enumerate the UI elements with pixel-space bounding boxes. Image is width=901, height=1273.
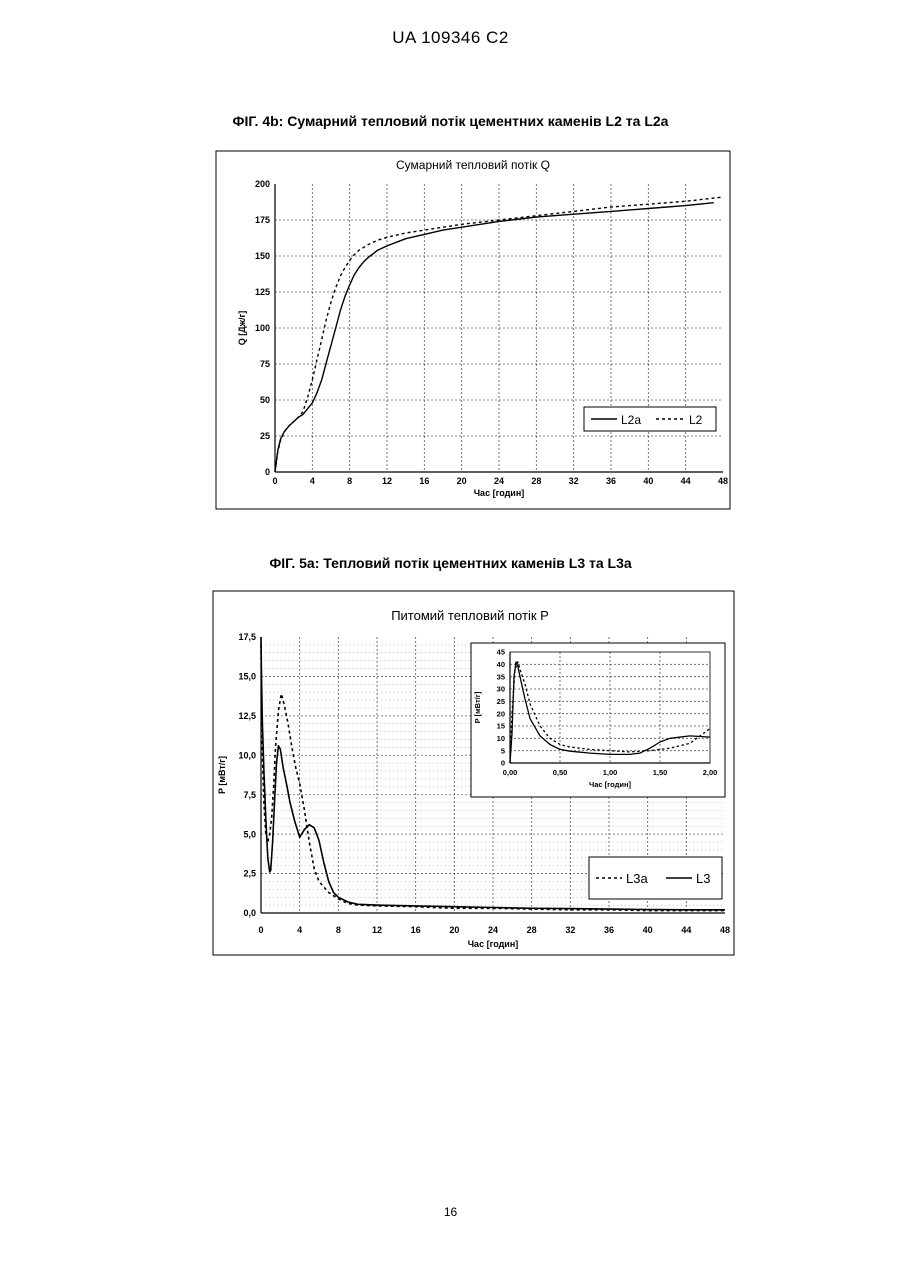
- chart1-y-tick-label: 25: [260, 431, 270, 441]
- chart-title: Сумарний тепловий потік Q: [396, 158, 550, 172]
- chart1-x-tick-label: 28: [531, 476, 541, 486]
- chart1-x-tick-label: 24: [494, 476, 504, 486]
- chart1-x-tick-label: 8: [347, 476, 352, 486]
- chart1-x-tick-label: 36: [606, 476, 616, 486]
- legend-label-l2: L2: [689, 413, 703, 427]
- chart1-x-tick-label: 4: [310, 476, 315, 486]
- legend: L2a L2: [584, 407, 716, 431]
- chart1-x-tick-label: 0: [272, 476, 277, 486]
- chart1-x-tick-label: 16: [419, 476, 429, 486]
- chart1-x-tick-label: 44: [681, 476, 691, 486]
- chart-total-heat-flow: Сумарний тепловий потік Q048121620242832…: [0, 0, 901, 1273]
- chart1-x-tick-label: 48: [718, 476, 728, 486]
- chart1-y-tick-label: 200: [255, 179, 270, 189]
- chart1-y-tick-label: 100: [255, 323, 270, 333]
- chart1-y-tick-label: 125: [255, 287, 270, 297]
- chart-frame: [216, 151, 730, 509]
- chart1-y-tick-label: 150: [255, 251, 270, 261]
- chart1-y-tick-label: 175: [255, 215, 270, 225]
- chart1-x-tick-label: 12: [382, 476, 392, 486]
- chart1-y-tick-label: 75: [260, 359, 270, 369]
- chart1-y-tick-label: 0: [265, 467, 270, 477]
- chart1-y-tick-label: 50: [260, 395, 270, 405]
- legend-label-l2a: L2a: [621, 413, 641, 427]
- chart1-x-axis-label: Час [годин]: [474, 488, 525, 498]
- chart1-x-tick-label: 32: [569, 476, 579, 486]
- chart1-x-tick-label: 20: [457, 476, 467, 486]
- chart1-y-axis-label: Q [Дж/г]: [237, 311, 247, 346]
- chart1-x-tick-label: 40: [643, 476, 653, 486]
